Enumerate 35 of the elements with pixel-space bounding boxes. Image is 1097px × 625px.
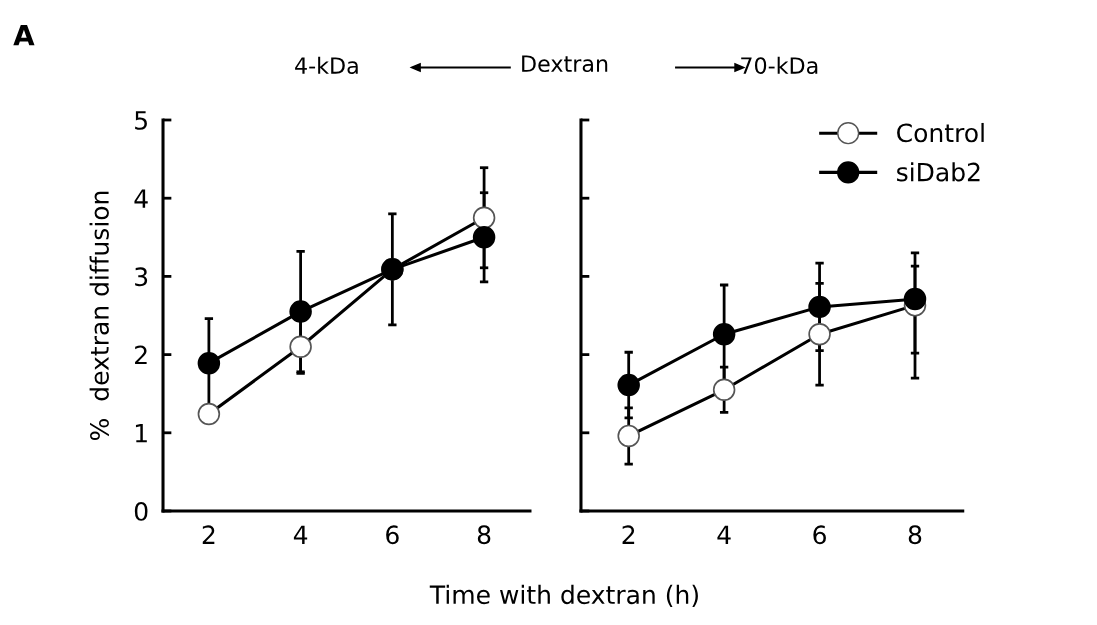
point [197,402,221,426]
x-axis-title: Time with dextran (h) [429,584,698,608]
legend-label: siDab2 [897,162,980,182]
x-tick-label: 4 [293,525,308,544]
text: Dextran [522,55,608,73]
point [617,373,640,397]
x-tick-label: 6 [386,525,399,545]
y-tick-label: 0 [134,501,148,521]
point [712,378,736,402]
x-tick-label: 4 [717,525,731,544]
point [712,323,736,346]
x-tick-label: 2 [622,525,635,544]
x-tick-label: 8 [908,525,922,545]
y-tick-label: 5 [135,111,147,130]
text: 4-kDa [295,56,358,74]
y-tick-label: 2 [135,345,147,365]
y-tick-label: 4 [134,189,148,208]
y-tick-label: 1 [135,424,147,443]
point [808,295,831,319]
point [197,351,221,375]
point [472,206,496,230]
text: A [13,24,35,46]
point [808,323,831,346]
x-tick-label: 8 [477,525,491,545]
text: 70-kDa [741,56,818,74]
point [289,335,312,359]
y-tick-label: 3 [135,267,148,287]
legend-label: Control [897,122,984,143]
x-tick-label: 6 [813,525,826,545]
point [903,287,927,311]
point [289,300,312,323]
point [472,226,496,249]
x-tick-label: 2 [202,525,215,544]
y-axis-title: % dextran diffusion [89,191,109,441]
point [617,424,640,448]
